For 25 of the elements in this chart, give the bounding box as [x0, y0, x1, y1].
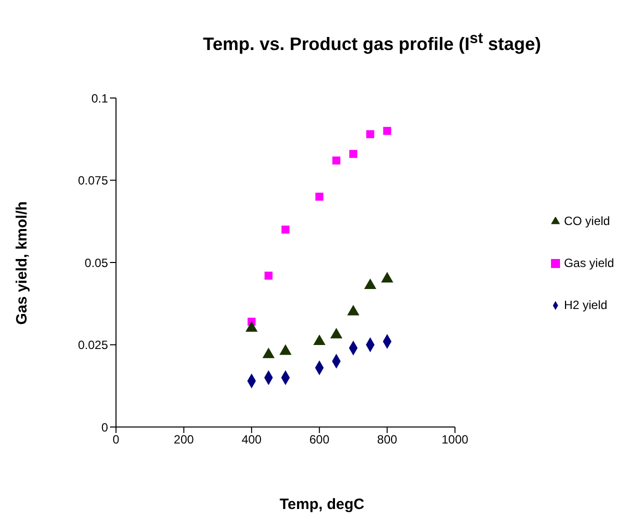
y-tick-label: 0	[101, 420, 108, 434]
x-tick-label: 600	[309, 432, 330, 447]
x-tick-label: 0	[112, 432, 120, 447]
point	[332, 156, 340, 165]
x-tick-label: 400	[242, 432, 262, 447]
point	[315, 192, 324, 201]
point	[364, 278, 376, 290]
chart-title: Temp. vs. Product gas profile (I$^{st}$ stage)	[202, 30, 542, 55]
x-tick-label: 200	[174, 432, 194, 447]
x-tick-label: 800	[377, 432, 398, 447]
point	[383, 126, 392, 135]
point	[264, 272, 273, 280]
legend-label: Gas yield	[564, 256, 614, 270]
y-tick-label: 0.025	[78, 338, 108, 352]
y-tick-label: 0.1	[91, 91, 108, 106]
point	[349, 150, 358, 158]
x-axis-title: Temp, degC	[278, 496, 366, 513]
point	[281, 226, 290, 234]
y-tick-label: 0.05	[84, 256, 108, 270]
y-tick-label: 0.075	[78, 174, 108, 188]
legend-label: H2 yield	[564, 298, 608, 312]
y-axis-title: Gas yield, kmol/h	[14, 201, 30, 325]
x-tick-label: 1000	[442, 432, 469, 447]
legend-label: CO yield	[564, 214, 610, 228]
point	[366, 130, 374, 138]
